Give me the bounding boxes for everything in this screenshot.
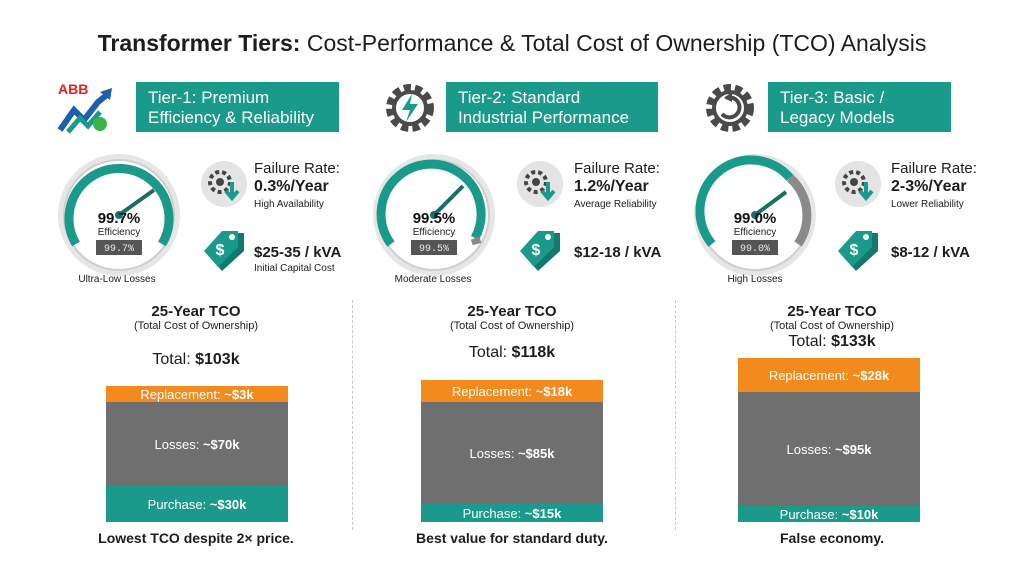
gear-lightning-icon — [382, 80, 444, 136]
tco-subtitle: (Total Cost of Ownership) — [769, 320, 895, 332]
svg-text:Efficiency: Efficiency — [413, 227, 456, 238]
price-tag-icon: $ — [516, 225, 564, 273]
bar-segment-losses: Losses: ~$95k — [738, 392, 920, 506]
svg-text:$: $ — [216, 242, 225, 259]
failure-rate-sub: Average Reliability — [574, 199, 657, 210]
bar-segment-purchase: Purchase: ~$15k — [421, 504, 603, 522]
failure-rate-label: Failure Rate: — [254, 160, 340, 177]
efficiency-value: 99.7% — [98, 210, 141, 227]
failure-rate-label: Failure Rate: — [891, 160, 977, 177]
column-divider — [352, 300, 353, 530]
price-value: $8-12 / kVA — [891, 244, 970, 261]
efficiency-gauge: 99.7% Efficiency 99.7% — [56, 152, 182, 278]
bar-segment-replacement: Replacement: ~$28k — [738, 358, 920, 392]
efficiency-gauge: 99.5% Efficiency 99.5% — [371, 152, 497, 278]
tco-total: Total: $118k — [468, 344, 556, 361]
loss-caption: High Losses — [727, 274, 783, 285]
svg-text:ABB: ABB — [58, 81, 88, 97]
tier-3-label: Tier-3: Basic / Legacy Models — [768, 82, 951, 132]
tier-2-verdict: Best value for standard duty. — [416, 530, 608, 546]
tco-total: Total: $133k — [788, 333, 876, 350]
bar-segment-replacement: Replacement: ~$3k — [106, 386, 288, 402]
gear-down-arrow-icon — [834, 160, 882, 208]
tco-subtitle: (Total Cost of Ownership) — [449, 320, 575, 332]
svg-text:$: $ — [850, 242, 859, 259]
tier-3-verdict: False economy. — [779, 530, 884, 546]
loss-caption: Moderate Losses — [394, 274, 472, 285]
failure-rate-label: Failure Rate: — [574, 160, 660, 177]
bar-segment-purchase: Purchase: ~$10k — [738, 506, 920, 522]
abb-logo-icon: ABB — [56, 80, 118, 136]
tco-title: 25-Year TCO — [467, 303, 557, 320]
failure-rate-sub: High Availability — [254, 199, 324, 210]
gear-cycle-icon — [702, 80, 764, 136]
efficiency-digital: 99.0% — [740, 244, 770, 255]
bar-segment-losses: Losses: ~$70k — [106, 402, 288, 486]
tco-total: Total: $103k — [152, 351, 240, 368]
tco-subtitle: (Total Cost of Ownership) — [133, 320, 259, 332]
tco-title: 25-Year TCO — [151, 303, 241, 320]
column-divider — [675, 300, 676, 530]
bar-segment-losses: Losses: ~$85k — [421, 402, 603, 504]
efficiency-value: 99.5% — [413, 210, 456, 227]
efficiency-digital: 99.7% — [104, 244, 134, 255]
tco-title: 25-Year TCO — [787, 303, 877, 320]
failure-rate-value: 1.2%/Year — [574, 178, 649, 195]
gear-down-arrow-icon — [200, 160, 248, 208]
loss-caption: Ultra-Low Losses — [78, 274, 156, 285]
failure-rate-sub: Lower Reliability — [891, 199, 964, 210]
svg-text:Efficiency: Efficiency — [734, 227, 777, 238]
tier-1-label: Tier-1: Premium Efficiency & Reliability — [136, 82, 339, 132]
price-tag-icon: $ — [200, 225, 248, 273]
bar-segment-replacement: Replacement: ~$18k — [421, 380, 603, 402]
tier-2-label: Tier-2: Standard Industrial Performance — [446, 82, 658, 132]
efficiency-digital: 99.5% — [419, 244, 449, 255]
svg-text:Efficiency: Efficiency — [98, 227, 141, 238]
price-value: $12-18 / kVA — [574, 244, 662, 261]
bar-segment-purchase: Purchase: ~$30k — [106, 486, 288, 522]
tier-1-verdict: Lowest TCO despite 2× price. — [98, 530, 294, 546]
page-title: Transformer Tiers: Cost-Performance & To… — [97, 30, 927, 56]
efficiency-value: 99.0% — [734, 210, 777, 227]
price-tag-icon: $ — [834, 225, 882, 273]
efficiency-gauge: 99.0% Efficiency 99.0% — [692, 152, 818, 278]
price-value: $25-35 / kVA — [254, 244, 342, 261]
svg-text:$: $ — [532, 242, 541, 259]
price-sub: Initial Capital Cost — [254, 263, 335, 274]
failure-rate-value: 0.3%/Year — [254, 178, 329, 195]
failure-rate-value: 2-3%/Year — [891, 178, 967, 195]
gear-down-arrow-icon — [516, 160, 564, 208]
